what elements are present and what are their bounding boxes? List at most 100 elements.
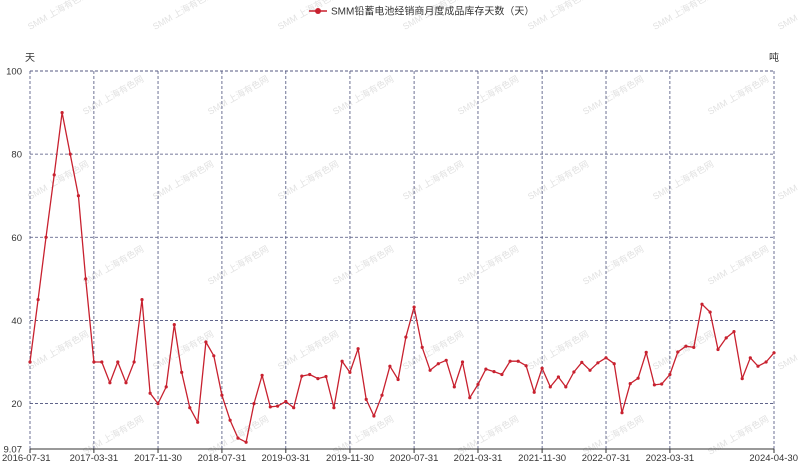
watermark-text: SMM 上海有色网	[151, 0, 216, 32]
data-point[interactable]	[532, 390, 536, 394]
data-point[interactable]	[588, 368, 592, 372]
data-point[interactable]	[612, 362, 616, 366]
data-point[interactable]	[76, 194, 80, 198]
data-point[interactable]	[708, 310, 712, 314]
data-point[interactable]	[716, 347, 720, 352]
data-point[interactable]	[468, 396, 472, 400]
data-point[interactable]	[684, 344, 688, 348]
data-point[interactable]	[172, 323, 176, 327]
data-point[interactable]	[644, 350, 648, 354]
data-point[interactable]	[188, 406, 192, 410]
data-point[interactable]	[660, 382, 664, 386]
data-point[interactable]	[756, 364, 760, 368]
data-point[interactable]	[28, 360, 32, 364]
data-point[interactable]	[500, 372, 504, 377]
data-point[interactable]	[732, 330, 736, 334]
data-point[interactable]	[196, 420, 200, 424]
data-point[interactable]	[436, 362, 440, 366]
data-point[interactable]	[356, 347, 360, 351]
data-point[interactable]	[340, 359, 344, 363]
data-point[interactable]	[52, 173, 56, 177]
data-point[interactable]	[444, 358, 448, 362]
data-point[interactable]	[724, 336, 728, 340]
data-point[interactable]	[772, 351, 776, 355]
data-point[interactable]	[92, 360, 96, 364]
data-point[interactable]	[548, 385, 552, 389]
data-point[interactable]	[308, 372, 312, 377]
data-point[interactable]	[460, 360, 465, 364]
data-point[interactable]	[292, 406, 296, 410]
data-point[interactable]	[236, 436, 240, 440]
data-point[interactable]	[260, 373, 264, 377]
data-point[interactable]	[204, 340, 208, 344]
data-point[interactable]	[508, 359, 512, 363]
data-point[interactable]	[380, 393, 384, 397]
data-point[interactable]	[252, 402, 256, 406]
data-point[interactable]	[412, 305, 416, 309]
data-point[interactable]	[364, 397, 368, 401]
data-point[interactable]	[740, 377, 744, 381]
data-point[interactable]	[476, 382, 480, 386]
data-point[interactable]	[564, 385, 568, 389]
data-point[interactable]	[484, 367, 488, 371]
data-point[interactable]	[620, 411, 624, 415]
data-point[interactable]	[84, 277, 88, 281]
data-point[interactable]	[140, 298, 144, 302]
data-point[interactable]	[428, 368, 432, 372]
data-point[interactable]	[668, 372, 672, 377]
data-point[interactable]	[148, 391, 152, 395]
data-point[interactable]	[116, 360, 120, 364]
data-point[interactable]	[372, 414, 376, 418]
data-point[interactable]	[404, 335, 408, 339]
legend[interactable]: SMM铅蓄电池经销商月度成品库存天数（天）	[309, 5, 534, 18]
data-point[interactable]	[604, 356, 608, 360]
data-point[interactable]	[324, 374, 328, 379]
data-point[interactable]	[300, 374, 304, 378]
data-point[interactable]	[228, 418, 232, 422]
data-point[interactable]	[244, 440, 248, 444]
data-point[interactable]	[580, 360, 584, 364]
data-point[interactable]	[388, 364, 392, 368]
data-point[interactable]	[516, 359, 520, 363]
data-point[interactable]	[268, 405, 272, 409]
data-point[interactable]	[396, 377, 400, 382]
data-point[interactable]	[492, 370, 496, 374]
data-point[interactable]	[524, 364, 528, 368]
data-point[interactable]	[220, 393, 224, 397]
data-point[interactable]	[60, 111, 64, 115]
data-point[interactable]	[676, 350, 680, 354]
data-point[interactable]	[764, 360, 768, 364]
data-point[interactable]	[348, 370, 352, 374]
data-point[interactable]	[692, 345, 696, 349]
data-point[interactable]	[156, 402, 160, 406]
data-point[interactable]	[124, 381, 128, 385]
data-point[interactable]	[556, 375, 561, 379]
data-point[interactable]	[572, 370, 576, 374]
data-point[interactable]	[132, 360, 136, 364]
data-point[interactable]	[108, 381, 112, 385]
data-point[interactable]	[452, 385, 456, 389]
data-point[interactable]	[700, 302, 704, 306]
data-point[interactable]	[44, 235, 48, 239]
watermark-text: SMM 上海有色网	[776, 158, 800, 202]
data-point[interactable]	[276, 404, 280, 408]
data-point[interactable]	[68, 152, 72, 156]
data-point[interactable]	[596, 361, 600, 365]
data-point[interactable]	[100, 360, 104, 364]
data-point[interactable]	[628, 382, 632, 386]
data-point[interactable]	[420, 345, 424, 349]
legend-swatch-marker	[315, 8, 321, 14]
watermark-text: SMM 上海有色网	[776, 0, 800, 32]
data-point[interactable]	[284, 399, 288, 404]
data-point[interactable]	[36, 298, 40, 302]
data-point[interactable]	[180, 370, 184, 374]
data-point[interactable]	[164, 385, 168, 389]
data-point[interactable]	[316, 377, 320, 381]
data-point[interactable]	[332, 406, 336, 410]
data-point[interactable]	[652, 383, 657, 387]
data-point[interactable]	[212, 354, 216, 358]
data-point[interactable]	[540, 366, 544, 370]
data-point[interactable]	[636, 376, 640, 380]
data-point[interactable]	[748, 356, 752, 360]
